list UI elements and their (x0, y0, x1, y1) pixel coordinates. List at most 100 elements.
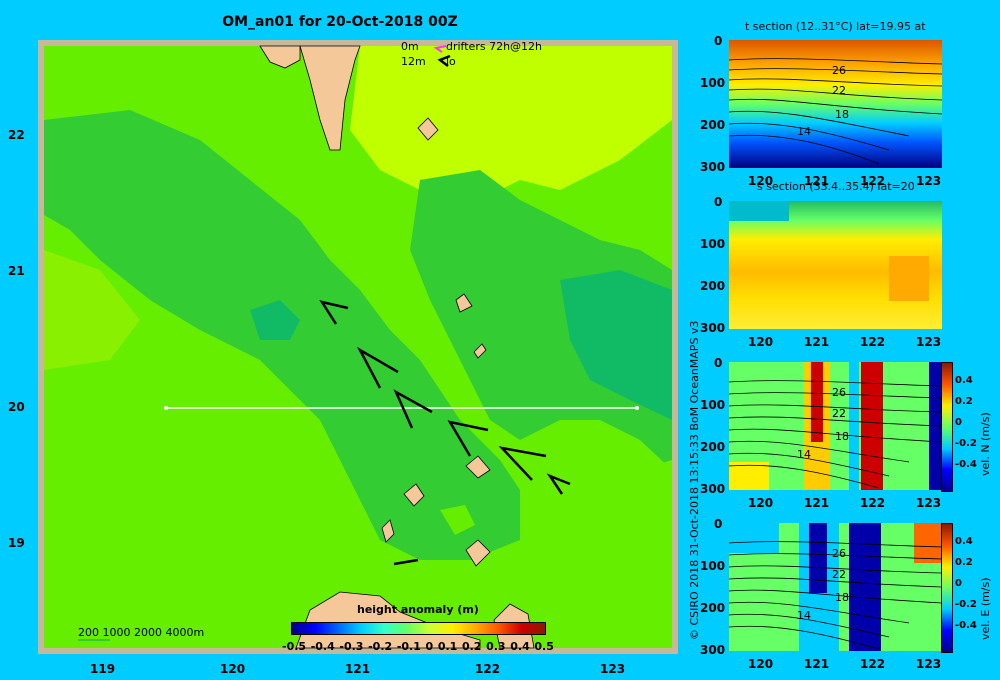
velE-colorbar-label: vel. E (m/s) (979, 577, 992, 640)
panel4-section (729, 523, 942, 651)
panel3-contour-label: 22 (832, 407, 846, 420)
p1-x-tick: 121 (804, 174, 830, 188)
panel2-title: s section (33.4..35.4) lat=20 (757, 180, 915, 193)
colorbar-tick: 0.5 (534, 640, 554, 653)
p2-x-tick: 120 (748, 335, 774, 349)
sea-darker-region-east (560, 270, 672, 420)
colorbar-tick: -0.4 (310, 640, 335, 653)
panel3-contour-label: 26 (832, 386, 846, 399)
panel3-patch (729, 462, 769, 490)
x-tick-120: 120 (220, 662, 246, 676)
p2-x-tick: 123 (916, 335, 942, 349)
y-tick-22: 22 (8, 128, 25, 142)
map-title: OM_an01 for 20-Oct-2018 00Z (222, 14, 458, 30)
velE-tick: 0.2 (955, 557, 973, 568)
depth-contours-label: 200 1000 2000 4000m (78, 626, 205, 639)
x-tick-121: 121 (345, 662, 371, 676)
panel1-contour-label: 26 (832, 64, 846, 77)
colorbar-tick: -0.2 (368, 640, 393, 653)
p3-y-tick: 0 (714, 356, 723, 370)
p3-x-tick: 123 (916, 496, 942, 510)
drifter-arrow (393, 558, 419, 566)
p4-y-tick: 0 (714, 517, 723, 531)
velN-colorbar-label: vel. N (m/s) (979, 412, 992, 476)
p2-x-tick: 122 (860, 335, 886, 349)
velE-tick: -0.4 (955, 620, 977, 631)
drifter-legend-0m-arrow (433, 45, 447, 53)
colorbar-tick: 0 (425, 640, 434, 653)
legend-0m: 0m (401, 40, 419, 53)
p1-y-tick: 100 (700, 76, 726, 90)
land-island-4 (465, 455, 491, 479)
p4-x-tick: 120 (748, 657, 774, 671)
section-line-start (164, 406, 168, 410)
panel3-section (729, 362, 942, 490)
land-island-2 (455, 293, 473, 313)
velE-colorbar-ticks: 0.4 0.2 0 -0.2 -0.4 (955, 531, 977, 636)
p4-y-tick: 200 (700, 601, 726, 615)
p3-x-tick: 120 (748, 496, 774, 510)
p3-y-tick: 200 (700, 440, 726, 454)
panel4-band (809, 523, 827, 593)
colorbar-tick: 0.4 (510, 640, 530, 653)
velE-tick: -0.2 (955, 599, 977, 610)
land-nw (259, 45, 301, 69)
panel3-contour-label: 14 (797, 448, 811, 461)
colorbar-tick: -0.1 (396, 640, 421, 653)
p2-y-tick: 0 (714, 195, 723, 209)
sea-mid-region-west (44, 250, 140, 370)
panel3-band (849, 362, 859, 490)
panel1-contour-label: 18 (835, 108, 849, 121)
panel3-band (811, 362, 823, 442)
p1-y-tick: 200 (700, 118, 726, 132)
p2-y-tick: 300 (700, 321, 726, 335)
velN-tick: -0.4 (955, 459, 977, 470)
panel1-field (729, 40, 942, 168)
land-island-3 (473, 343, 487, 359)
panel4-contour-label: 18 (835, 591, 849, 604)
velE-tick: 0.4 (955, 536, 973, 547)
drifter-arrow (546, 473, 571, 495)
p2-y-tick: 100 (700, 237, 726, 251)
p3-y-tick: 100 (700, 398, 726, 412)
panel3-contour-label: 18 (835, 430, 849, 443)
p4-x-tick: 122 (860, 657, 886, 671)
y-tick-20: 20 (8, 400, 25, 414)
x-tick-123: 123 (600, 662, 626, 676)
p3-y-tick: 300 (700, 482, 726, 496)
velE-tick: 0 (955, 578, 962, 589)
drifter-arrow (393, 389, 433, 429)
land-taiwan (299, 45, 361, 151)
colorbar-tick: -0.3 (339, 640, 364, 653)
panel4-patch (729, 523, 779, 553)
p4-y-tick: 100 (700, 559, 726, 573)
panel3-contours (729, 380, 942, 489)
p1-y-tick: 300 (700, 160, 726, 174)
legend-12m: 12m (401, 55, 426, 68)
panel3-band (861, 362, 883, 490)
p1-x-tick: 120 (748, 174, 774, 188)
drifter-arrow (319, 300, 349, 325)
sea-mid-region-sw (44, 470, 240, 648)
colorbar-title: height anomaly (m) (357, 603, 479, 616)
panel4-contour-label: 22 (832, 568, 846, 581)
p1-x-tick: 122 (860, 174, 886, 188)
velN-tick: 0.4 (955, 375, 973, 386)
velN-tick: 0.2 (955, 396, 973, 407)
colorbar-tick: 0.2 (461, 640, 482, 653)
drifter-legend-12m-arrow (437, 54, 451, 67)
velN-colorbar-ticks: 0.4 0.2 0 -0.2 -0.4 (955, 370, 977, 475)
y-tick-19: 19 (8, 536, 25, 550)
drifter-arrows (319, 300, 571, 566)
panel1-contour-label: 14 (797, 125, 811, 138)
section-line-end (635, 406, 639, 410)
panel2-patch (729, 201, 789, 221)
x-tick-119: 119 (90, 662, 116, 676)
sea-dark-region-east (410, 170, 672, 470)
panel4-patch (914, 523, 942, 563)
p3-x-tick: 121 (804, 496, 830, 510)
colorbar (291, 622, 546, 635)
drifter-label: drifters 72h@12h (446, 40, 543, 53)
velN-tick: -0.2 (955, 438, 977, 449)
p2-y-tick: 200 (700, 279, 726, 293)
